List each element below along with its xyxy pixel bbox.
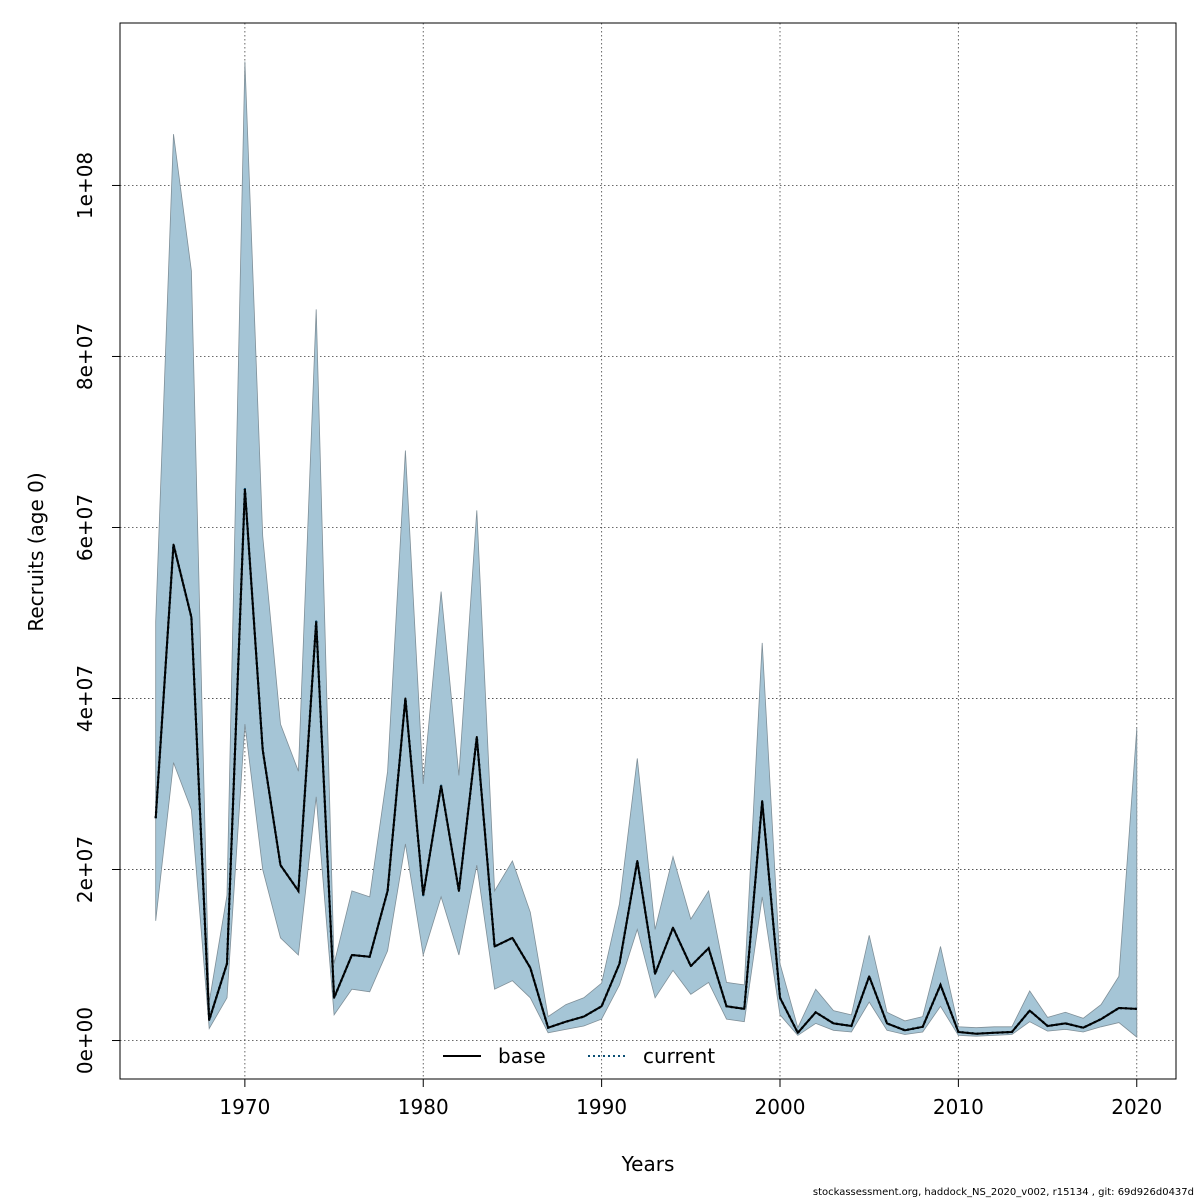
x-tick-label: 2000 [755, 1095, 806, 1119]
x-axis-title: Years [621, 1152, 675, 1176]
y-tick-label: 1e+08 [73, 152, 97, 219]
y-tick-label: 2e+07 [73, 836, 97, 903]
x-axis: 1970 1980 1990 2000 2010 2020 [219, 1079, 1162, 1119]
x-tick-label: 1980 [398, 1095, 449, 1119]
x-tick-label: 1990 [576, 1095, 627, 1119]
x-tick-label: 2010 [933, 1095, 984, 1119]
series-line-current-overlay [154, 488, 1137, 1035]
legend-label-base: base [498, 1044, 546, 1068]
y-axis-title: Recruits (age 0) [24, 472, 48, 631]
confidence-band [155, 61, 1138, 1038]
footer-credit: stockassessment.org, haddock_NS_2020_v00… [812, 1187, 1194, 1198]
confidence-band-area [155, 61, 1138, 1038]
x-tick-label: 2020 [1111, 1095, 1162, 1119]
y-tick-label: 8e+07 [73, 323, 97, 390]
series-lines [154, 487, 1137, 1035]
y-axis: 0e+00 2e+07 4e+07 6e+07 8e+07 1e+08 [73, 152, 120, 1074]
plot-frame [119, 22, 1177, 1080]
y-tick-label: 4e+07 [73, 665, 97, 732]
y-tick-label: 0e+00 [73, 1007, 97, 1074]
legend: base current [443, 1044, 715, 1068]
grid-lines [120, 23, 1176, 1079]
legend-label-current: current [643, 1044, 715, 1068]
x-tick-label: 1970 [219, 1095, 270, 1119]
y-tick-label: 6e+07 [73, 494, 97, 561]
